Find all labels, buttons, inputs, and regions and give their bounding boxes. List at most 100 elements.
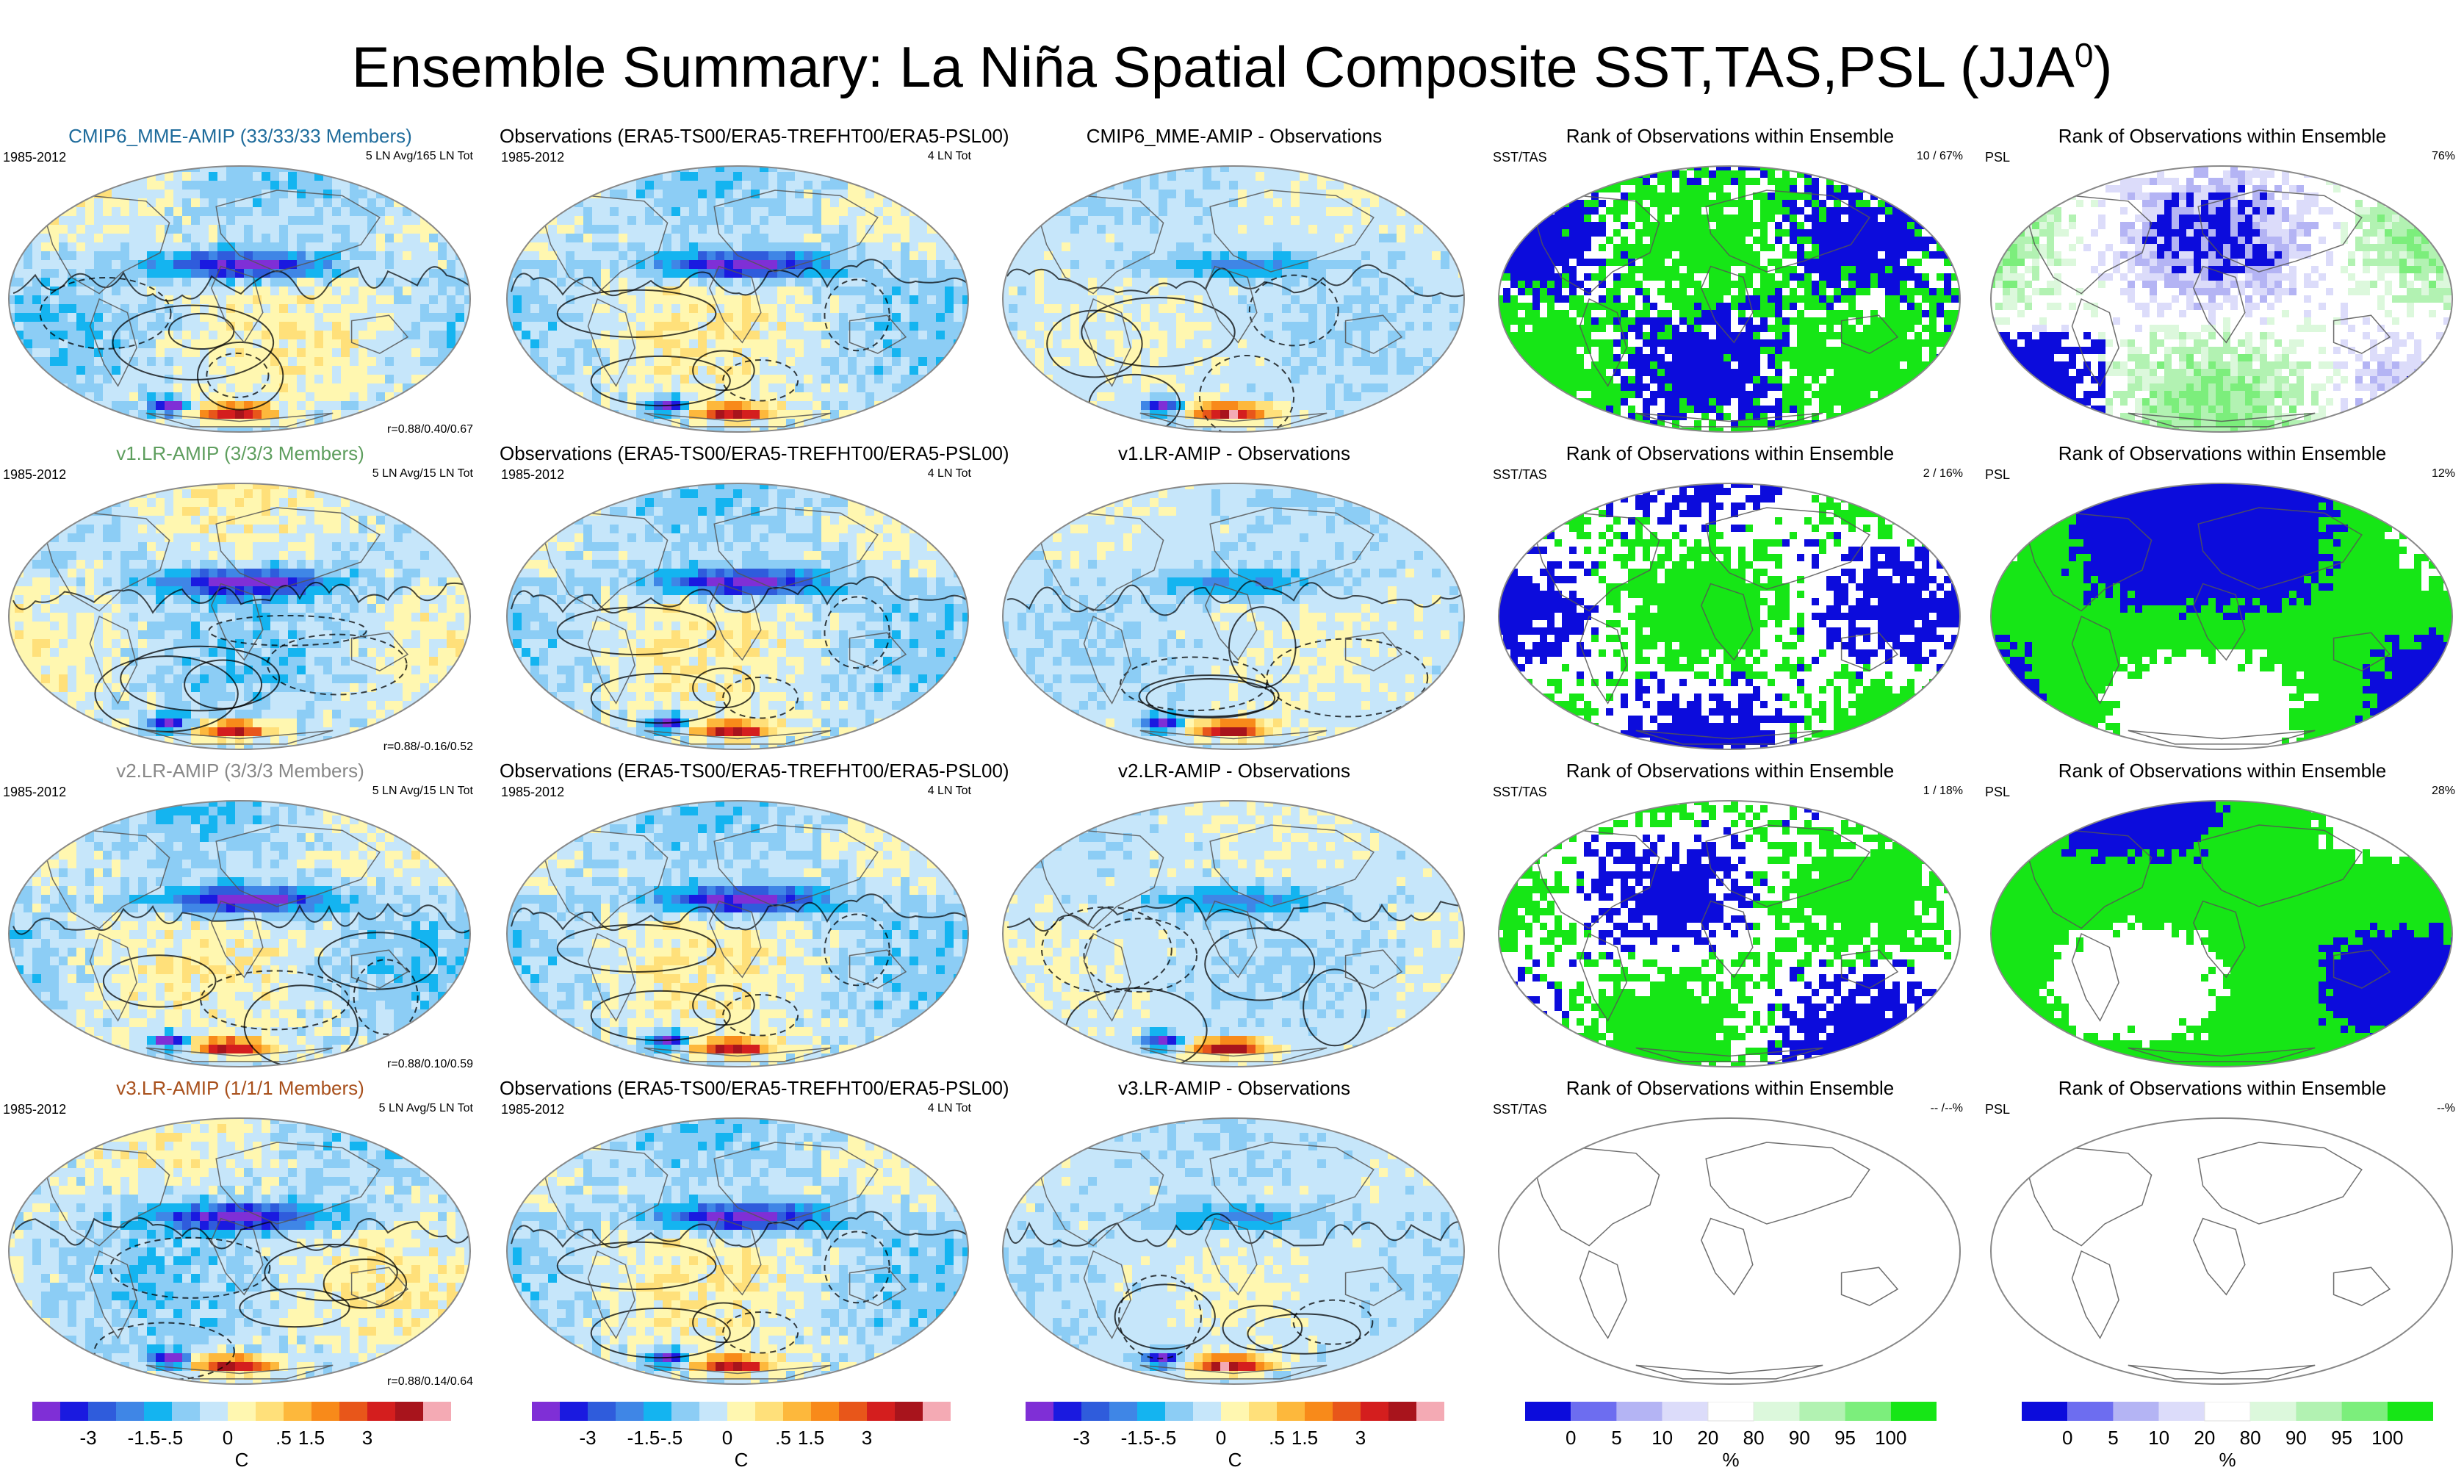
colorbar-swatch	[228, 1402, 256, 1421]
colorbar-tick-label: -3	[579, 1427, 596, 1449]
temperature-colorbar-1: -3 -1.5 -.5 0 .5 1.5 3 C	[32, 1402, 451, 1475]
colorbar-tick-label: 5	[2108, 1427, 2118, 1449]
variable-label: PSL	[1985, 785, 2010, 800]
period-label: 1985-2012	[3, 1102, 66, 1117]
count-label: 4 LN Tot	[928, 785, 971, 798]
colorbar-tick-label: -.5	[1154, 1427, 1176, 1449]
count-label: 4 LN Tot	[928, 1102, 971, 1115]
colorbar-swatch	[423, 1402, 451, 1421]
colorbar-swatch	[2158, 1402, 2205, 1421]
panel-title: Rank of Observations within Ensemble	[1491, 125, 1969, 148]
rank-colorbar-swatches	[1525, 1402, 1937, 1422]
panel-title: CMIP6_MME-AMIP - Observations	[995, 125, 1473, 148]
temperature-map	[506, 165, 969, 433]
colorbar-swatch	[560, 1402, 588, 1421]
percent-label: 12%	[2432, 467, 2455, 480]
colorbar-swatch	[1799, 1402, 1845, 1421]
colorbar-swatch	[1305, 1402, 1333, 1421]
colorbar-tick-label: 0	[223, 1427, 233, 1449]
panel-obs-row4: Observations (ERA5-TS00/ERA5-TREFHT00/ER…	[500, 1077, 1009, 1394]
rank-colorbar-1: 0 5 10 20 80 90 95 100%	[1525, 1402, 1937, 1475]
colorbar-swatch	[2113, 1402, 2159, 1421]
panel-model-row3: v2.LR-AMIP (3/3/3 Members) 1985-2012 5 L…	[1, 760, 479, 1077]
rank-map	[1990, 800, 2453, 1067]
colorbar-unit-label: C	[1228, 1449, 1242, 1472]
percent-label: 10 / 67%	[1917, 150, 1963, 163]
period-label: 1985-2012	[501, 150, 564, 165]
colorbar-swatch	[311, 1402, 339, 1421]
colorbar-tick-label: 1.5	[1292, 1427, 1318, 1449]
correlation-label: r=0.88/0.10/0.59	[387, 1058, 473, 1071]
colorbar-tick-label: 20	[1697, 1427, 1718, 1449]
colorbar-tick-label: 80	[2240, 1427, 2261, 1449]
variable-label: SST/TAS	[1493, 150, 1547, 165]
colorbar-unit-label: C	[235, 1449, 249, 1472]
correlation-label: r=0.88/-0.16/0.52	[383, 741, 473, 754]
colorbar-tick-label: 0	[2062, 1427, 2072, 1449]
panel-title: v3.LR-AMIP - Observations	[995, 1077, 1473, 1100]
panel-model-row1: CMIP6_MME-AMIP (33/33/33 Members) 1985-2…	[1, 125, 479, 442]
colorbar-swatch	[1525, 1402, 1571, 1421]
rank-map	[1990, 165, 2453, 433]
panel-rank-psl-row4: Rank of Observations within Ensemble PSL…	[1984, 1077, 2461, 1394]
colorbar-swatch	[2250, 1402, 2297, 1421]
colorbar-tick-label: 10	[2148, 1427, 2169, 1449]
rank-colorbar-swatches	[2022, 1402, 2433, 1422]
period-label: 1985-2012	[501, 1102, 564, 1117]
colorbar-swatch	[867, 1402, 895, 1421]
colorbar-unit-label: %	[1722, 1449, 1739, 1472]
colorbar-tick-label: 3	[1355, 1427, 1366, 1449]
colorbar-swatch	[2296, 1402, 2342, 1421]
panel-title: v1.LR-AMIP - Observations	[995, 442, 1473, 465]
colorbar-swatch	[811, 1402, 839, 1421]
colorbar-swatch	[2341, 1402, 2388, 1421]
count-label: 5 LN Avg/165 LN Tot	[366, 150, 473, 163]
colorbar-swatch	[88, 1402, 116, 1421]
panel-obs-row2: Observations (ERA5-TS00/ERA5-TREFHT00/ER…	[500, 442, 1009, 760]
panel-title: Rank of Observations within Ensemble	[1984, 1077, 2461, 1100]
temp-colorbar-swatches	[32, 1402, 451, 1421]
temperature-colorbar-3: -3 -1.5 -.5 0 .5 1.5 3 C	[1026, 1402, 1444, 1475]
colorbar-tick-label: -.5	[161, 1427, 183, 1449]
colorbar-tick-label: 1.5	[298, 1427, 325, 1449]
figure-title: Ensemble Summary: La Niña Spatial Compos…	[0, 22, 2464, 100]
colorbar-swatch	[1571, 1402, 1617, 1421]
variable-label: SST/TAS	[1493, 785, 1547, 800]
colorbar-tick-label: -.5	[660, 1427, 682, 1449]
panel-title: v3.LR-AMIP (1/1/1 Members)	[1, 1077, 479, 1100]
colorbar-tick-label: 100	[1875, 1427, 1906, 1449]
temp-colorbar-swatches	[532, 1402, 951, 1421]
colorbar-swatch	[2204, 1402, 2251, 1422]
colorbar-swatch	[1616, 1402, 1663, 1421]
colorbar-swatch	[1137, 1402, 1165, 1421]
colorbar-tick-label: .5	[275, 1427, 292, 1449]
panel-title: CMIP6_MME-AMIP (33/33/33 Members)	[1, 125, 479, 148]
count-label: 5 LN Avg/15 LN Tot	[372, 467, 473, 480]
percent-label: 1 / 18%	[1923, 785, 1963, 798]
percent-label: 76%	[2432, 150, 2455, 163]
panel-title: v2.LR-AMIP - Observations	[995, 760, 1473, 782]
difference-map	[1002, 1117, 1465, 1385]
colorbar-swatch	[1416, 1402, 1444, 1421]
period-label: 1985-2012	[501, 467, 564, 483]
colorbar-swatch	[671, 1402, 699, 1421]
colorbar-swatch	[172, 1402, 200, 1421]
colorbar-tick-label: 95	[1834, 1427, 1856, 1449]
panel-title: Rank of Observations within Ensemble	[1984, 760, 2461, 782]
colorbar-swatch	[1249, 1402, 1277, 1421]
variable-label: PSL	[1985, 150, 2010, 165]
colorbar-tick-label: 90	[2285, 1427, 2307, 1449]
panel-diff-row2: v1.LR-AMIP - Observations	[995, 442, 1473, 760]
colorbar-swatch	[32, 1402, 60, 1421]
colorbar-swatch	[1165, 1402, 1193, 1421]
difference-map	[1002, 165, 1465, 433]
temp-colorbar-swatches	[1026, 1402, 1444, 1421]
colorbar-swatch	[1109, 1402, 1137, 1421]
colorbar-swatch	[923, 1402, 951, 1421]
percent-label: 2 / 16%	[1923, 467, 1963, 480]
panel-rank-sst-row3: Rank of Observations within Ensemble SST…	[1491, 760, 1969, 1077]
period-label: 1985-2012	[3, 150, 66, 165]
colorbar-tick-label: .5	[1269, 1427, 1285, 1449]
temperature-map	[506, 800, 969, 1067]
colorbar-swatch	[1361, 1402, 1388, 1421]
